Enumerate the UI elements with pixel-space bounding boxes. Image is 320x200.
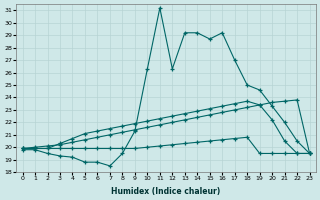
X-axis label: Humidex (Indice chaleur): Humidex (Indice chaleur) xyxy=(111,187,221,196)
